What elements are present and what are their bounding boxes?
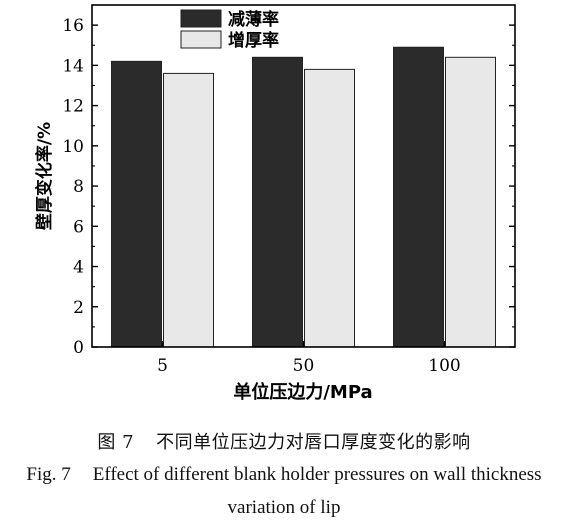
bar — [304, 68, 355, 348]
y-tick-label: 12 — [62, 97, 84, 117]
legend-label: 减薄率 — [228, 9, 279, 30]
bar — [252, 56, 303, 348]
y-tick-label: 4 — [73, 258, 84, 278]
bar — [163, 72, 214, 348]
y-tick-label: 2 — [73, 298, 84, 318]
caption-cn-text: 不同单位压边力对唇口厚度变化的影响 — [156, 432, 471, 453]
y-tick-label: 10 — [62, 137, 84, 157]
legend-swatch — [180, 30, 222, 49]
figure-caption-en: Fig. 7 Effect of different blank holder p… — [0, 464, 568, 486]
x-axis: 5 50 100 — [157, 341, 461, 376]
y-tick-label: 0 — [73, 338, 84, 358]
caption-en-line2: variation of lip — [227, 497, 341, 518]
y-tick-label: 6 — [73, 217, 84, 237]
bars-layer — [111, 46, 496, 348]
legend-swatch — [180, 9, 222, 28]
x-tick-label: 100 — [428, 356, 460, 376]
bar — [445, 56, 496, 348]
caption-cn-label: 图 7 — [97, 432, 135, 453]
caption-en-label: Fig. 7 — [26, 464, 71, 485]
figure-caption-cn: 图 7 不同单位压边力对唇口厚度变化的影响 — [0, 428, 568, 454]
figure-caption-en-continued: variation of lip — [0, 497, 568, 519]
caption-en-line1: Effect of different blank holder pressur… — [92, 464, 542, 485]
y-tick-label: 16 — [62, 16, 84, 36]
x-axis-label: 单位压边力/MPa — [233, 381, 372, 403]
bar — [111, 60, 162, 348]
x-tick-label: 5 — [157, 356, 168, 376]
x-tick-label: 50 — [293, 356, 315, 376]
legend-label: 增厚率 — [228, 30, 279, 51]
y-tick-label: 8 — [73, 177, 84, 197]
bar — [393, 46, 444, 348]
y-axis-label: 壁厚变化率/% — [34, 122, 55, 230]
y-tick-label: 14 — [62, 56, 84, 76]
y-axis: 0 2 4 6 8 10 12 14 16 — [62, 16, 515, 358]
